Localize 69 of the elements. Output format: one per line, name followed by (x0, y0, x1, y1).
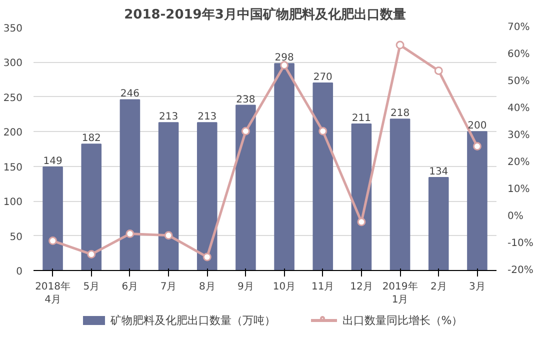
y-tick-label: 0 (16, 266, 23, 278)
x-tick-label: 10月 (272, 282, 296, 292)
bar (81, 144, 102, 270)
bar (236, 104, 256, 270)
y2-tick-label: -10% (508, 238, 534, 249)
y2-tick-label: 70% (508, 22, 530, 33)
data-label: 149 (43, 156, 62, 168)
y-tick-label: 250 (3, 92, 23, 104)
y2-tick-label: 30% (508, 130, 530, 141)
data-label: 298 (274, 52, 294, 64)
y2-tick-label: 20% (508, 157, 530, 168)
legend-label: 矿物肥料及化肥出口数量（万吨） (109, 314, 276, 327)
x-tick-label: 8月 (198, 282, 216, 292)
data-label: 213 (198, 112, 217, 123)
bar (467, 131, 488, 270)
bar (274, 63, 294, 270)
bar (390, 118, 410, 270)
bar (42, 166, 63, 270)
x-tick-label: 6月 (122, 282, 138, 292)
point (396, 40, 404, 50)
bar (428, 176, 449, 270)
bar (196, 122, 218, 270)
data-label: 213 (159, 112, 178, 123)
x-tick-label: 11月 (312, 282, 334, 292)
y2-tick-label: 50% (508, 76, 530, 87)
data-label: 218 (390, 108, 410, 120)
y2-tick-label: 0% (508, 211, 524, 222)
data-label: 200 (468, 120, 487, 132)
point (164, 231, 173, 240)
x-tick-label: 2018年 4月 (35, 280, 71, 306)
point (472, 142, 482, 151)
data-label: 238 (236, 94, 256, 106)
x-tick-label: 12月 (350, 282, 373, 292)
x-tick-label: 9月 (238, 282, 254, 292)
x-tick-label: 2月 (430, 282, 447, 292)
y-tick-label: 50 (10, 232, 23, 243)
y-tick-label: 100 (3, 197, 23, 208)
bar (312, 82, 334, 270)
chart-title: 2018-2019年3月中国矿物肥料及化肥出口数量 (124, 6, 406, 22)
x-tick-label: 7月 (160, 282, 177, 292)
point (87, 250, 96, 259)
legend-label: 出口数量同比增长（%） (341, 314, 463, 327)
point (48, 236, 58, 246)
bar (120, 99, 140, 270)
data-label: 270 (313, 72, 332, 84)
y-tick-label: 300 (3, 58, 23, 70)
y-tick-label: 200 (3, 128, 23, 139)
x-tick-label: 5月 (83, 282, 100, 292)
point (280, 61, 289, 70)
x-tick-label: 3月 (469, 282, 486, 292)
point (357, 218, 366, 226)
point (202, 252, 212, 262)
point (126, 230, 134, 238)
x-tick-label: 2019年 1月 (382, 280, 418, 306)
point (434, 66, 443, 75)
data-label: 246 (120, 88, 140, 100)
point (241, 126, 250, 136)
bar (158, 122, 179, 270)
y-tick-label: 150 (3, 162, 23, 174)
y2-tick-label: 40% (508, 103, 530, 114)
point (318, 126, 328, 136)
y2-tick-label: 10% (508, 184, 530, 195)
y-tick-label: 350 (3, 24, 23, 34)
y2-tick-label: -20% (508, 265, 534, 276)
y2-tick-label: 60% (508, 49, 530, 60)
data-label: 211 (352, 113, 372, 124)
data-label: 182 (82, 133, 101, 144)
data-label: 134 (429, 166, 448, 178)
bar (351, 124, 372, 270)
